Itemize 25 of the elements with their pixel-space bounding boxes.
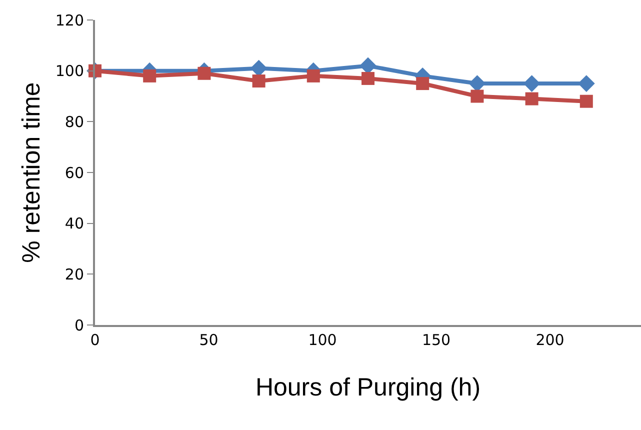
x-tick-label: 0: [90, 331, 100, 349]
y-tick-label: 60: [64, 164, 84, 182]
point: [143, 69, 156, 82]
y-tick-label: 80: [64, 112, 84, 131]
point: [362, 72, 374, 85]
x-axis-title: Hours of Purging (h): [255, 374, 481, 402]
x-tick-label: 150: [422, 331, 451, 349]
y-tick-label: 20: [64, 265, 84, 284]
y-tick-label: 0: [74, 316, 84, 334]
y-tick-label: 120: [55, 11, 84, 30]
y-axis-title: % retention time: [18, 82, 46, 263]
point: [470, 90, 484, 103]
point: [416, 77, 430, 90]
x-tick-label: 200: [536, 331, 564, 349]
y-tick-label: 100: [55, 62, 84, 80]
point: [468, 75, 486, 92]
point: [580, 94, 593, 108]
point: [198, 66, 211, 80]
y-tick-label: 40: [64, 214, 84, 233]
x-tick-label: 100: [308, 331, 337, 349]
point: [252, 74, 266, 88]
x-tick-label: 50: [199, 331, 218, 349]
point: [525, 92, 538, 106]
point: [306, 69, 320, 82]
point: [523, 75, 540, 92]
